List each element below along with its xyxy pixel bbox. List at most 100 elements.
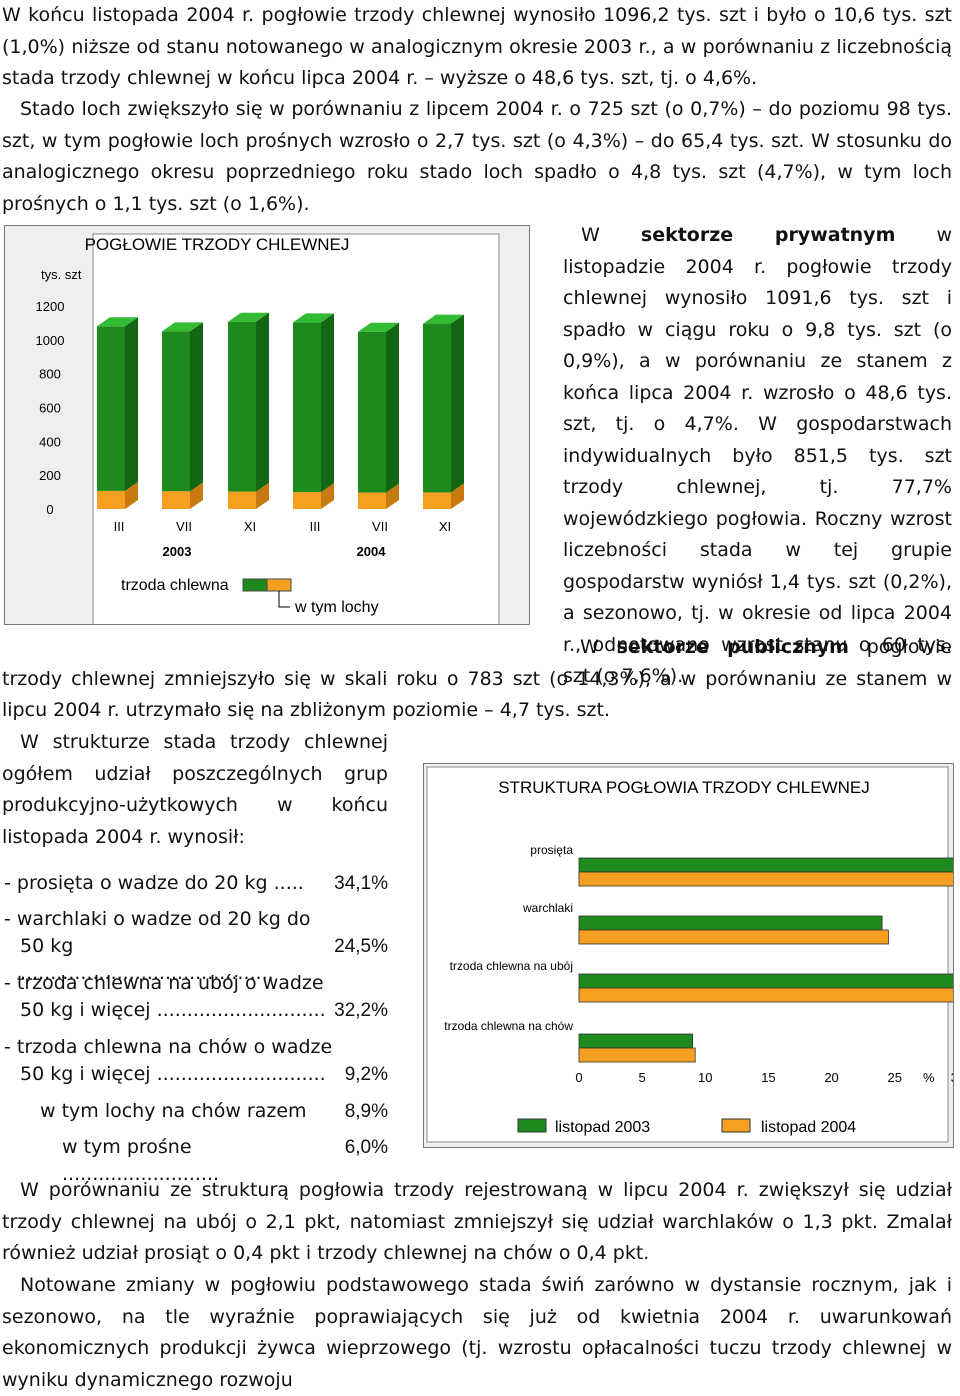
para-sows: Stado loch zwiększyło się w porównaniu z… bbox=[2, 98, 952, 215]
bar-sows-side bbox=[451, 483, 464, 509]
bar-sows-side bbox=[190, 482, 203, 509]
legend-label: trzoda chlewna bbox=[121, 577, 229, 594]
bar-sows bbox=[97, 490, 125, 509]
para-intro: W końcu listopada 2004 r. pogłowie trzod… bbox=[2, 4, 952, 89]
bar-2004 bbox=[578, 987, 953, 1003]
bar-sows bbox=[162, 491, 190, 509]
list-item: - trzoda chlewna na ubój o wadze 50 kg i… bbox=[4, 970, 388, 1034]
list-item: w tym lochy na chów razem 8,9% bbox=[4, 1098, 388, 1134]
x-tick-label: VII bbox=[176, 519, 192, 534]
bar-pigs-side bbox=[125, 317, 138, 491]
bar-pigs-top bbox=[358, 322, 399, 332]
x-tick-label: III bbox=[114, 519, 125, 534]
list-item: - warchlaki o wadze od 20 kg do 50 kg ..… bbox=[4, 906, 388, 984]
x-tick-label: 10 bbox=[698, 1070, 712, 1085]
para-public-bold: sektorze publicznym bbox=[616, 636, 849, 658]
list-item-label-cont: 50 kg i więcej .........................… bbox=[20, 999, 326, 1021]
y-tick-label: 400 bbox=[39, 434, 61, 449]
y-tick-label: 0 bbox=[46, 502, 53, 517]
bar-pigs-side bbox=[386, 322, 399, 493]
list-item-label: - trzoda chlewna na chów o wadze bbox=[4, 1036, 333, 1058]
bar-pigs-side bbox=[256, 312, 269, 492]
category-label: trzoda chlewna na chów bbox=[444, 1019, 573, 1033]
legend-leader bbox=[278, 591, 290, 608]
list-item-label-cont: 50 kg i więcej .........................… bbox=[20, 1063, 326, 1085]
bar-2003 bbox=[578, 857, 953, 873]
para-public-lead: W bbox=[580, 636, 617, 658]
bar-sows-side bbox=[321, 483, 334, 509]
list-item-value: 32,2% bbox=[334, 1000, 388, 1021]
legend-swatch-2004 bbox=[721, 1118, 751, 1133]
list-item-value: 8,9% bbox=[344, 1101, 388, 1122]
bar-sows-side bbox=[256, 482, 269, 509]
x-unit-label: % bbox=[923, 1070, 935, 1085]
para-structure-intro: W strukturze stada trzody chlewnej ogółe… bbox=[2, 731, 388, 848]
bar-pigs bbox=[162, 331, 190, 492]
bar-2004 bbox=[578, 929, 889, 945]
para-public-sector: W sektorze publicznym pogłowie trzody ch… bbox=[2, 632, 952, 727]
category-label: prosięta bbox=[530, 843, 573, 857]
legend-swatch-sows bbox=[266, 578, 292, 592]
group-label: 2003 bbox=[163, 544, 192, 559]
plot-frame bbox=[426, 766, 949, 1143]
chart-struktura-svg: STRUKTURA POGŁOWIA TRZODY CHLEWNEJ prosię… bbox=[426, 766, 953, 1143]
bar-2004 bbox=[578, 871, 953, 887]
x-tick-label: 20 bbox=[824, 1070, 838, 1085]
legend-label: listopad 2004 bbox=[761, 1119, 856, 1136]
bar-pigs-side bbox=[451, 314, 464, 493]
bar-group bbox=[293, 313, 334, 509]
list-item: - prosięta o wadze do 20 kg ..... 34,1% bbox=[4, 870, 388, 906]
para-private-rest: w listopadzie 2004 r. pogłowie trzody ch… bbox=[563, 224, 953, 687]
bar-group bbox=[97, 317, 138, 509]
category-label: warchlaki bbox=[522, 901, 573, 915]
bar-pigs bbox=[358, 331, 386, 493]
chart-pogłowie: POGŁOWIE TRZODY CHLEWNEJ tys. szt 1200 1000… bbox=[4, 225, 530, 625]
list-item-label: - warchlaki o wadze od 20 kg do bbox=[4, 908, 311, 930]
y-tick-label: 1200 bbox=[36, 299, 65, 314]
bar-sows bbox=[358, 492, 386, 509]
y-tick-label: 800 bbox=[39, 367, 61, 382]
list-item-label: w tym lochy na chów razem bbox=[40, 1100, 307, 1122]
legend-label: listopad 2003 bbox=[555, 1119, 650, 1136]
bar-pigs-side bbox=[190, 322, 203, 492]
y-tick-label: 600 bbox=[39, 401, 61, 416]
bar-pigs-side bbox=[321, 313, 334, 493]
bar-sows bbox=[228, 491, 256, 509]
para-private-sector: W sektorze prywatnym w listopadzie 2004 … bbox=[563, 220, 952, 693]
bar-group bbox=[162, 322, 203, 509]
bar-group bbox=[358, 322, 399, 509]
bar-pigs-top bbox=[228, 312, 269, 322]
x-tick-label: III bbox=[310, 519, 321, 534]
legend-swatch-pigs bbox=[242, 578, 268, 592]
bar-pigs bbox=[423, 323, 451, 493]
bar-pigs-top bbox=[293, 313, 334, 323]
para-private-bold: sektorze prywatnym bbox=[640, 224, 896, 246]
bar-pigs bbox=[293, 322, 321, 493]
x-tick-label: 15 bbox=[761, 1070, 775, 1085]
bar-2003 bbox=[578, 973, 953, 989]
list-item-label-cont: 50 kg ..................................… bbox=[20, 935, 274, 984]
list-item-label: w tym prośne .......................... bbox=[62, 1136, 220, 1185]
list-item: w tym prośne .......................... … bbox=[4, 1134, 388, 1185]
bar-pigs-top bbox=[97, 317, 138, 327]
para-economic: Notowane zmiany w pogłowiu podstawowego … bbox=[2, 1274, 952, 1391]
chart-title: STRUKTURA POGŁOWIA TRZODY CHLEWNEJ bbox=[498, 778, 870, 797]
structure-list: - prosięta o wadze do 20 kg ..... 34,1% … bbox=[4, 870, 388, 1185]
bar-sows-side bbox=[386, 483, 399, 509]
x-tick-label: XI bbox=[439, 519, 451, 534]
list-item: - trzoda chlewna na chów o wadze 50 kg i… bbox=[4, 1034, 388, 1098]
chart-title: POGŁOWIE TRZODY CHLEWNEJ bbox=[85, 235, 350, 254]
legend-label: w tym lochy bbox=[294, 599, 379, 616]
legend-swatch-2003 bbox=[517, 1118, 547, 1133]
list-item-value: 34,1% bbox=[334, 873, 388, 894]
x-tick-label: VII bbox=[372, 519, 388, 534]
bar-pigs bbox=[228, 321, 256, 492]
list-item-value: 24,5% bbox=[334, 936, 388, 957]
x-tick-label: 30 bbox=[951, 1070, 953, 1085]
bar-sows bbox=[423, 492, 451, 509]
bar-pigs bbox=[97, 326, 125, 491]
y-axis-label: tys. szt bbox=[41, 267, 82, 282]
list-item-value: 6,0% bbox=[344, 1137, 388, 1158]
bar-group bbox=[423, 314, 464, 509]
